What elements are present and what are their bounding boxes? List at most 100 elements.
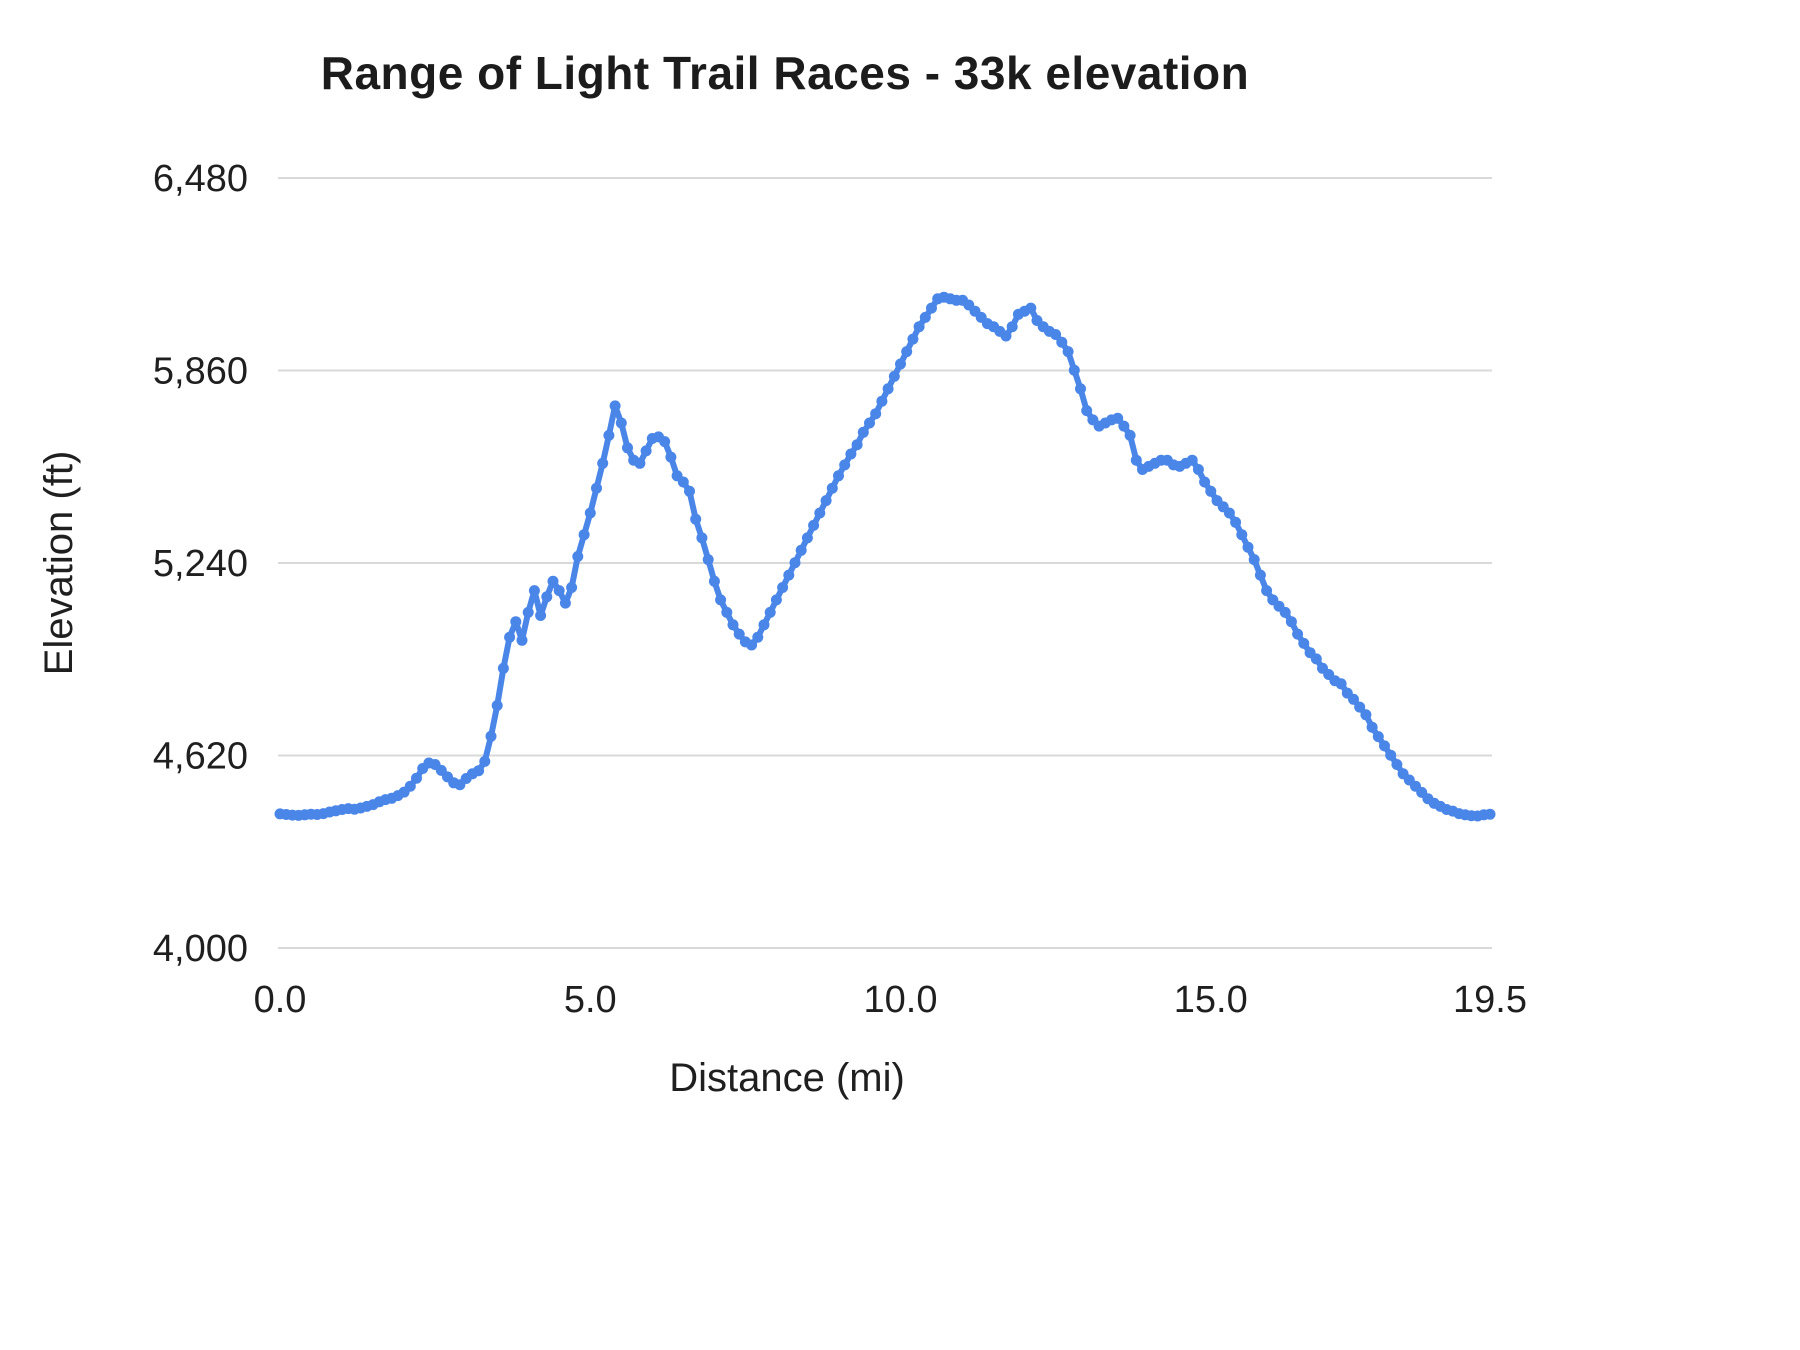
elevation-point — [411, 772, 422, 784]
elevation-point — [845, 448, 857, 460]
elevation-point — [907, 333, 919, 345]
elevation-point — [1310, 653, 1322, 665]
elevation-point — [820, 495, 832, 507]
elevation-point — [1335, 678, 1347, 690]
elevation-point — [1279, 606, 1291, 618]
elevation-point — [1068, 364, 1080, 376]
elevation-point — [1354, 701, 1366, 713]
elevation-point — [851, 439, 863, 451]
elevation-point — [497, 662, 509, 674]
elevation-point — [1366, 721, 1378, 733]
elevation-point — [764, 606, 776, 618]
elevation-point — [659, 436, 671, 448]
y-tick-label: 6,480 — [153, 158, 248, 200]
elevation-point — [919, 311, 931, 323]
elevation-point — [622, 442, 633, 454]
elevation-point — [1372, 731, 1384, 743]
x-tick-label: 10.0 — [864, 979, 938, 1021]
elevation-point — [1025, 302, 1037, 314]
elevation-point — [572, 551, 584, 562]
elevation-point — [634, 457, 646, 469]
y-tick-label: 5,240 — [153, 543, 248, 585]
elevation-point — [1124, 429, 1136, 441]
elevation-point — [1205, 485, 1217, 497]
elevation-point — [479, 755, 491, 767]
elevation-point — [1360, 709, 1372, 721]
elevation-point — [609, 400, 621, 412]
elevation-point — [795, 544, 807, 556]
elevation-point — [1285, 616, 1297, 628]
elevation-point — [1248, 554, 1260, 566]
elevation-point — [895, 358, 906, 370]
elevation-point — [615, 417, 627, 429]
x-tick-label: 19.5 — [1453, 979, 1527, 1021]
elevation-point — [547, 575, 559, 587]
elevation-line — [277, 294, 1493, 819]
x-tick-label: 0.0 — [254, 979, 307, 1021]
elevation-point — [1236, 529, 1248, 541]
elevation-point — [801, 532, 813, 544]
elevation-point — [770, 594, 782, 606]
elevation-point — [1112, 412, 1124, 424]
elevation-point — [1130, 454, 1142, 466]
elevation-point — [1242, 541, 1254, 553]
elevation-point — [708, 575, 720, 587]
elevation-point — [504, 631, 516, 643]
elevation-point — [1385, 749, 1397, 761]
elevation-point — [882, 383, 894, 395]
elevation-point — [839, 459, 851, 471]
x-tick-label: 5.0 — [564, 979, 617, 1021]
elevation-point — [1223, 507, 1235, 519]
elevation-point — [1118, 420, 1130, 432]
elevation-point — [485, 730, 497, 742]
x-tick-label: 15.0 — [1174, 979, 1248, 1021]
elevation-point — [758, 619, 770, 631]
elevation-point — [566, 582, 578, 593]
elevation-point — [677, 476, 689, 488]
elevation-point — [684, 485, 695, 497]
elevation-point — [1298, 637, 1310, 649]
elevation-point — [721, 606, 733, 618]
elevation-point — [783, 569, 795, 581]
elevation-point — [559, 597, 571, 609]
elevation-point — [733, 628, 745, 640]
elevation-point — [1484, 808, 1496, 820]
elevation-point — [522, 606, 534, 618]
elevation-point — [597, 457, 609, 469]
elevation-point — [491, 700, 503, 711]
elevation-point — [1199, 476, 1211, 488]
elevation-point — [1254, 569, 1266, 581]
elevation-point — [1006, 321, 1018, 333]
elevation-point — [528, 585, 540, 597]
elevation-point — [913, 321, 925, 333]
elevation-point — [864, 417, 875, 429]
elevation-point — [888, 370, 900, 382]
elevation-point — [901, 346, 913, 358]
elevation-point — [1348, 693, 1359, 705]
elevation-point — [752, 631, 764, 643]
elevation-point — [578, 529, 590, 541]
elevation-point — [857, 426, 869, 438]
elevation-point — [665, 451, 677, 463]
elevation-point — [603, 429, 615, 441]
elevation-point — [1292, 628, 1304, 640]
x-axis-title: Distance (mi) — [669, 1056, 905, 1100]
elevation-point — [702, 554, 714, 566]
elevation-point — [535, 610, 547, 621]
elevation-point — [1192, 464, 1204, 475]
elevation-point — [727, 619, 739, 631]
elevation-point — [746, 639, 758, 651]
elevation-point — [1261, 585, 1273, 597]
elevation-point — [640, 445, 652, 457]
elevation-point — [541, 591, 553, 603]
elevation-point — [808, 519, 820, 531]
elevation-point — [404, 780, 416, 792]
elevation-point — [696, 532, 708, 544]
elevation-point — [833, 470, 844, 482]
elevation-point — [473, 765, 485, 777]
elevation-point — [1230, 516, 1242, 528]
elevation-point — [826, 482, 838, 494]
elevation-point — [553, 585, 565, 597]
elevation-point — [516, 634, 528, 646]
